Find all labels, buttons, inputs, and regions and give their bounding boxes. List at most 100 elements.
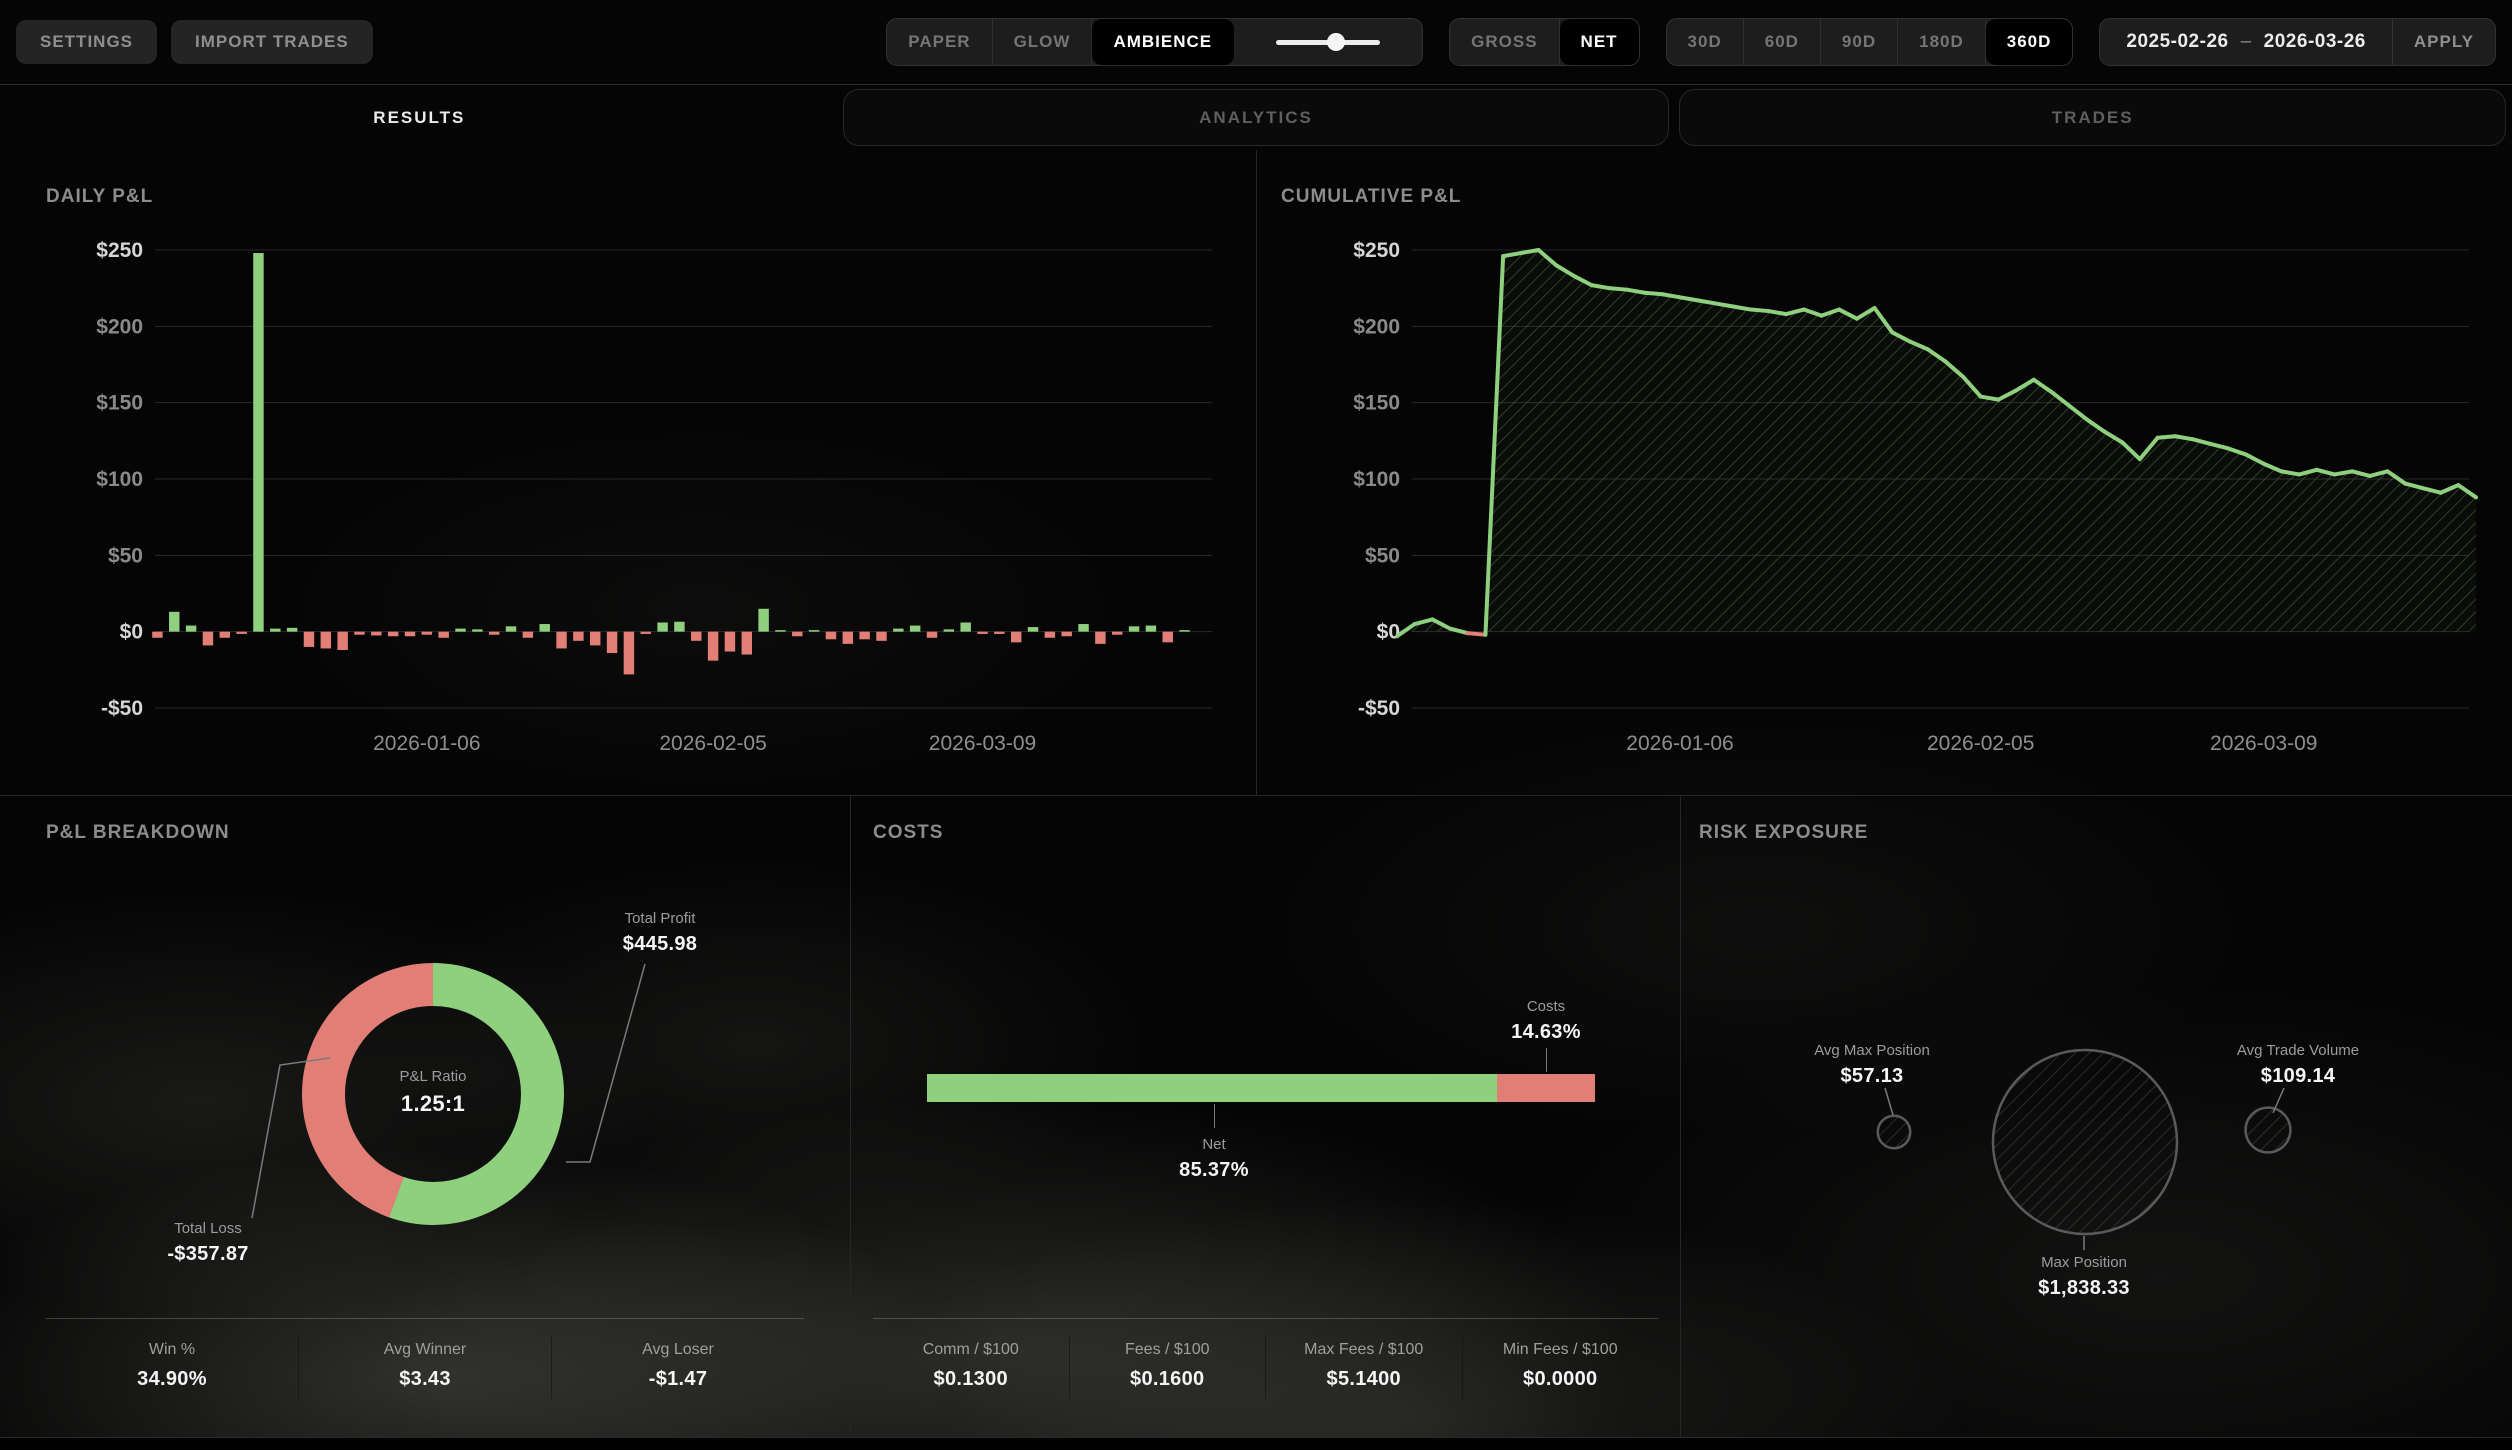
costs-title: COSTS: [873, 822, 944, 843]
date-separator: –: [2240, 31, 2252, 52]
stat-separator: [1265, 1335, 1266, 1399]
donut-center-label: P&L Ratio 1.25:1: [333, 1068, 533, 1117]
svg-text:2026-02-05: 2026-02-05: [659, 732, 766, 755]
avg-trade-volume-label: Avg Trade Volume: [2236, 1042, 2360, 1059]
apply-button[interactable]: APPLY: [2391, 19, 2495, 65]
date-end[interactable]: 2026-03-26: [2263, 31, 2366, 52]
date-start[interactable]: 2025-02-26: [2126, 31, 2229, 52]
costs-label: Costs: [1526, 998, 1566, 1015]
ambience-intensity-slider[interactable]: [1234, 19, 1422, 65]
svg-text:-$50: -$50: [1358, 697, 1400, 720]
stat-value: $0.0000: [1523, 1368, 1598, 1390]
stat-separator: [298, 1335, 299, 1399]
costs-panel: COSTS Costs 14.63% Net 85.37% Comm / $10…: [850, 796, 1680, 1438]
costs-stacked-bar: [927, 1074, 1595, 1102]
tab-trades[interactable]: TRADES: [1679, 89, 2507, 146]
theme-option-ambience[interactable]: AMBIENCE: [1092, 19, 1235, 65]
svg-text:$50: $50: [108, 544, 143, 567]
total-loss-value: -$357.87: [167, 1243, 249, 1265]
costs-value: 14.63%: [1511, 1021, 1581, 1043]
stat-value: $3.43: [399, 1368, 451, 1390]
svg-text:$200: $200: [1353, 315, 1400, 338]
tab-bar: RESULTS ANALYTICS TRADES: [0, 84, 2512, 150]
costs-callout: Costs 14.63%: [1446, 998, 1646, 1044]
range-option-30d[interactable]: 30D: [1667, 19, 1744, 65]
stat-win-pct: Win % 34.90%: [46, 1319, 298, 1391]
svg-text:$250: $250: [96, 239, 143, 262]
avg-trade-volume-value: $109.14: [2260, 1065, 2336, 1087]
net-tick-line: [1214, 1104, 1215, 1128]
max-position-callout: Max Position $1,838.33: [1984, 1254, 2184, 1300]
stat-value: $5.1400: [1326, 1368, 1401, 1390]
stat-fees: Fees / $100 $0.1600: [1070, 1319, 1266, 1391]
import-trades-button[interactable]: IMPORT TRADES: [171, 20, 373, 64]
bottom-row: P&L BREAKDOWN P&L Ratio 1.25:1 Total Pro…: [0, 795, 2512, 1438]
max-position-label: Max Position: [2041, 1254, 2127, 1271]
stat-label: Fees / $100: [1125, 1341, 1210, 1358]
cumulative-pnl-title: CUMULATIVE P&L: [1281, 186, 1462, 207]
cumulative-pnl-area-chart: $250 $200 $150 $100 $50 $0 -$50 2026-01-06 2026-…: [1353, 239, 2478, 755]
stat-separator: [1461, 1335, 1463, 1399]
daily-pnl-panel: DAILY P&L $250 $200 $150 $100 $50 $0 -$50 2026-…: [0, 150, 1256, 795]
svg-text:2026-03-09: 2026-03-09: [929, 732, 1036, 755]
net-bar-segment: [927, 1074, 1498, 1102]
stat-label: Comm / $100: [922, 1341, 1019, 1358]
toolbar-right-group: PAPER GLOW AMBIENCE GROSS NET 30D 60D 90…: [886, 18, 2496, 66]
bottom-edge: [0, 1437, 2512, 1450]
stat-comm: Comm / $100 $0.1300: [873, 1319, 1069, 1391]
tab-analytics[interactable]: ANALYTICS: [842, 89, 1670, 146]
stat-value: -$1.47: [648, 1368, 708, 1390]
range-option-360d[interactable]: 360D: [1985, 19, 2073, 65]
max-position-value: $1,838.33: [2038, 1277, 2130, 1299]
costs-bar-segment: [1497, 1074, 1595, 1102]
breakdown-stats-row: Win % 34.90% Avg Winner $3.43 Avg Loser …: [46, 1318, 804, 1438]
total-loss-label: Total Loss: [174, 1220, 242, 1237]
svg-text:$0: $0: [1377, 621, 1400, 644]
svg-text:$200: $200: [96, 315, 143, 338]
costs-tick-line: [1546, 1048, 1547, 1072]
range-option-90d[interactable]: 90D: [1821, 19, 1899, 65]
stat-value: 34.90%: [137, 1368, 207, 1390]
toolbar: SETTINGS IMPORT TRADES PAPER GLOW AMBIEN…: [0, 0, 2512, 84]
theme-option-glow[interactable]: GLOW: [993, 19, 1093, 65]
stat-value: $0.1300: [933, 1368, 1008, 1390]
range-option-180d[interactable]: 180D: [1898, 19, 1986, 65]
svg-text:$100: $100: [96, 468, 143, 491]
costs-stats-row: Comm / $100 $0.1300 Fees / $100 $0.1600 …: [873, 1318, 1658, 1438]
svg-text:$150: $150: [1353, 392, 1400, 415]
range-option-60d[interactable]: 60D: [1744, 19, 1821, 65]
gross-net-switcher: GROSS NET: [1449, 18, 1640, 66]
tab-results[interactable]: RESULTS: [373, 107, 466, 127]
mode-option-net[interactable]: NET: [1559, 19, 1639, 65]
avg-max-position-value: $57.13: [1840, 1065, 1904, 1087]
date-range-display[interactable]: 2025-02-26 – 2026-03-26: [2100, 19, 2391, 65]
stat-separator: [1068, 1335, 1070, 1399]
total-loss-callout: Total Loss -$357.87: [108, 1220, 308, 1266]
stat-label: Min Fees / $100: [1502, 1341, 1618, 1358]
pnl-ratio-label: P&L Ratio: [399, 1068, 467, 1085]
stat-value: $0.1600: [1130, 1368, 1205, 1390]
avg-trade-volume-callout: Avg Trade Volume $109.14: [2198, 1042, 2398, 1088]
daily-pnl-title: DAILY P&L: [46, 186, 154, 207]
svg-text:$150: $150: [96, 392, 143, 415]
avg-max-position-label: Avg Max Position: [1814, 1042, 1930, 1059]
pnl-ratio-value: 1.25:1: [400, 1091, 466, 1116]
stat-avg-winner: Avg Winner $3.43: [299, 1319, 551, 1391]
risk-exposure-title: RISK EXPOSURE: [1699, 822, 1869, 843]
stat-min-fees: Min Fees / $100 $0.0000: [1463, 1319, 1659, 1391]
slider-thumb[interactable]: [1327, 33, 1346, 51]
stat-label: Avg Loser: [642, 1341, 714, 1358]
svg-text:-$50: -$50: [101, 697, 143, 720]
slider-track[interactable]: [1276, 33, 1381, 51]
charts-row: DAILY P&L $250 $200 $150 $100 $50 $0 -$50 2026-…: [0, 150, 2512, 795]
daily-pnl-bar-chart: $250 $200 $150 $100 $50 $0 -$50 2026-01-06 2026-…: [96, 239, 1212, 755]
mode-option-gross[interactable]: GROSS: [1450, 19, 1560, 65]
svg-text:$250: $250: [1353, 239, 1400, 262]
theme-option-paper[interactable]: PAPER: [887, 19, 993, 65]
date-range-group: 2025-02-26 – 2026-03-26 APPLY: [2099, 18, 2496, 66]
settings-button[interactable]: SETTINGS: [16, 20, 158, 64]
cumulative-pnl-panel: CUMULATIVE P&L $250 $200 $150 $100 $50 $0 -$50…: [1256, 150, 2512, 795]
total-profit-callout: Total Profit $445.98: [560, 910, 760, 956]
svg-text:2026-01-06: 2026-01-06: [1626, 732, 1733, 755]
avg-max-position-callout: Avg Max Position $57.13: [1772, 1042, 1972, 1088]
